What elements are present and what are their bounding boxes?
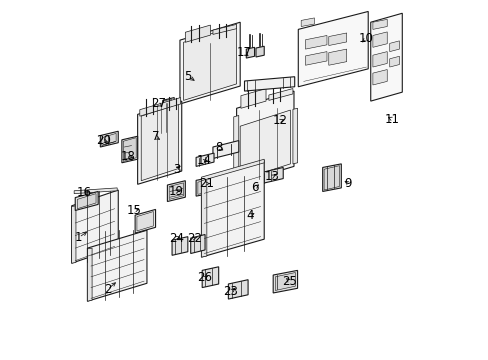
Polygon shape	[246, 47, 254, 58]
Text: 16: 16	[76, 186, 91, 199]
Polygon shape	[137, 101, 182, 184]
Polygon shape	[301, 18, 314, 27]
Polygon shape	[370, 13, 402, 101]
Polygon shape	[123, 138, 136, 161]
Polygon shape	[305, 51, 326, 65]
Text: 25: 25	[281, 275, 296, 288]
Polygon shape	[74, 188, 117, 194]
Text: 24: 24	[168, 231, 183, 244]
Text: 4: 4	[245, 210, 253, 222]
Polygon shape	[241, 89, 265, 108]
Polygon shape	[228, 280, 247, 299]
Polygon shape	[163, 99, 171, 104]
Text: 14: 14	[197, 154, 211, 167]
Polygon shape	[169, 183, 183, 199]
Polygon shape	[212, 140, 238, 158]
Polygon shape	[324, 166, 339, 190]
Polygon shape	[372, 51, 386, 67]
Polygon shape	[201, 160, 264, 257]
Text: 9: 9	[344, 177, 351, 190]
Polygon shape	[275, 273, 295, 291]
Polygon shape	[322, 164, 341, 192]
Polygon shape	[172, 237, 187, 255]
Polygon shape	[75, 192, 98, 211]
Text: 2: 2	[103, 283, 111, 296]
Polygon shape	[185, 25, 210, 42]
Polygon shape	[196, 153, 214, 166]
Polygon shape	[305, 36, 326, 49]
Text: 6: 6	[251, 181, 259, 194]
Polygon shape	[212, 24, 236, 35]
Polygon shape	[292, 108, 297, 164]
Polygon shape	[201, 159, 264, 181]
Polygon shape	[135, 210, 155, 233]
Polygon shape	[328, 33, 346, 45]
Polygon shape	[328, 49, 346, 65]
Polygon shape	[137, 212, 153, 231]
Polygon shape	[201, 178, 206, 257]
Polygon shape	[202, 267, 218, 288]
Text: 11: 11	[384, 113, 399, 126]
Polygon shape	[77, 194, 96, 209]
Polygon shape	[389, 41, 399, 51]
Polygon shape	[273, 270, 297, 293]
Polygon shape	[233, 116, 238, 169]
Polygon shape	[102, 134, 116, 145]
Text: 20: 20	[96, 134, 110, 147]
Polygon shape	[372, 32, 386, 47]
Polygon shape	[72, 190, 118, 263]
Polygon shape	[160, 103, 179, 134]
Polygon shape	[240, 110, 290, 180]
Polygon shape	[167, 181, 185, 202]
Polygon shape	[163, 98, 174, 105]
Polygon shape	[244, 77, 294, 91]
Polygon shape	[236, 91, 293, 184]
Polygon shape	[158, 101, 180, 136]
Polygon shape	[268, 89, 292, 100]
Polygon shape	[198, 179, 214, 194]
Text: 15: 15	[126, 204, 141, 217]
Text: 17: 17	[236, 46, 251, 59]
Text: 10: 10	[358, 32, 373, 45]
Polygon shape	[100, 131, 118, 147]
Text: 1: 1	[75, 231, 82, 244]
Polygon shape	[389, 56, 399, 67]
Text: 18: 18	[120, 150, 135, 163]
Polygon shape	[372, 69, 386, 85]
Text: 13: 13	[264, 170, 279, 183]
Text: 22: 22	[186, 231, 202, 244]
Polygon shape	[372, 19, 386, 30]
Text: 12: 12	[272, 114, 287, 127]
Polygon shape	[190, 234, 204, 253]
Text: 26: 26	[197, 271, 212, 284]
Polygon shape	[183, 26, 236, 100]
Polygon shape	[298, 12, 367, 87]
Polygon shape	[87, 230, 147, 301]
Polygon shape	[87, 248, 92, 301]
Polygon shape	[261, 167, 283, 184]
Polygon shape	[196, 176, 215, 196]
Text: 8: 8	[215, 141, 223, 154]
Text: 7: 7	[151, 130, 159, 144]
Polygon shape	[72, 206, 76, 263]
Text: 19: 19	[168, 185, 183, 198]
Polygon shape	[180, 22, 240, 104]
Polygon shape	[122, 136, 137, 163]
Polygon shape	[141, 104, 178, 181]
Polygon shape	[255, 46, 264, 57]
Text: 23: 23	[223, 285, 238, 298]
Text: 5: 5	[184, 69, 191, 82]
Text: 27: 27	[151, 98, 165, 111]
Text: 3: 3	[172, 163, 180, 176]
Polygon shape	[140, 98, 180, 116]
Text: 21: 21	[199, 177, 214, 190]
